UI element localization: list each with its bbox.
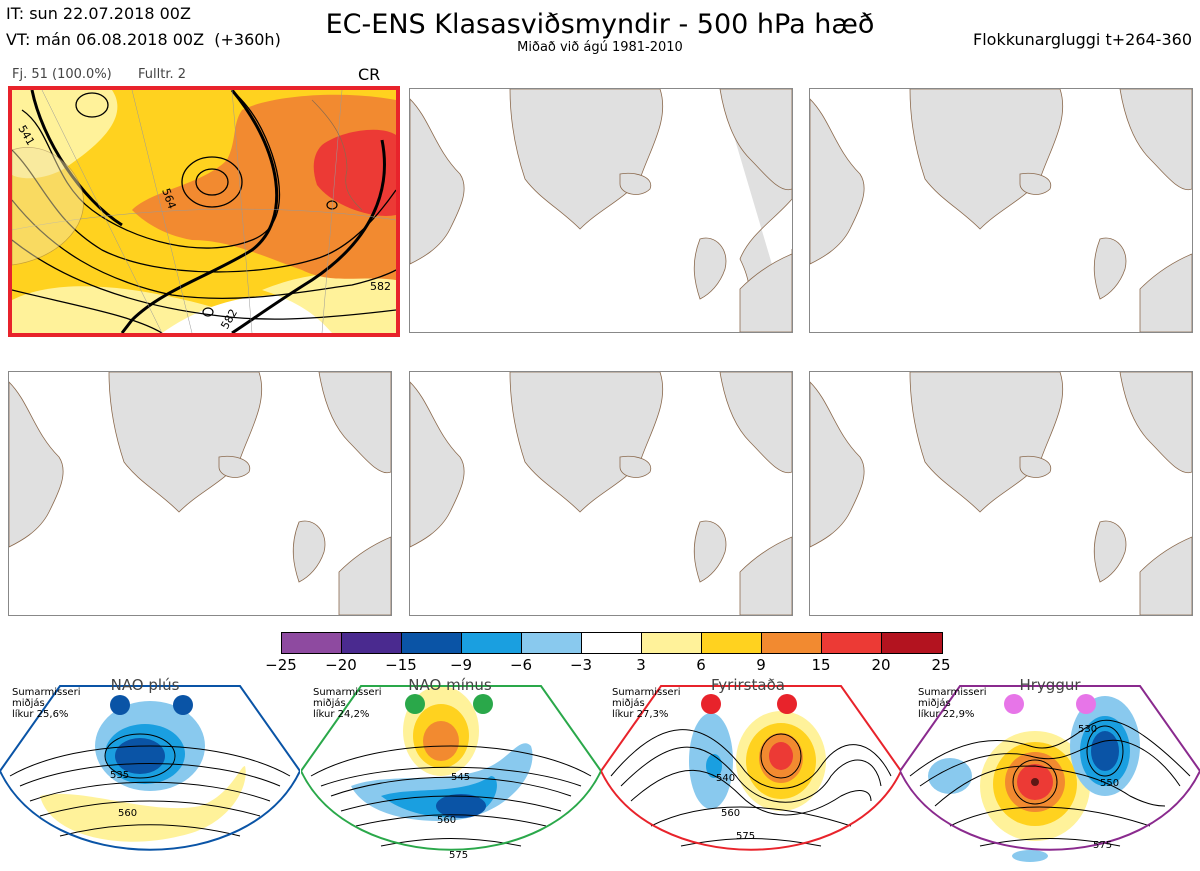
regime-contour-label: 575 — [449, 850, 468, 861]
regime-contour-label: 535 — [110, 770, 129, 781]
colorbar-tick-label: 6 — [696, 656, 706, 674]
regime-note-nao-plus: Sumarmisseri miðjás líkur 25,6% — [12, 687, 81, 720]
anomaly-colorbar — [281, 632, 943, 654]
regime-contour-label: 550 — [1100, 778, 1119, 789]
base-map — [9, 372, 391, 615]
cluster-map-panel-2[interactable] — [409, 88, 793, 333]
colorbar-cell — [642, 633, 702, 653]
cluster-map: 541 564 582 582 — [12, 90, 396, 333]
cluster-map-panel-4[interactable] — [8, 371, 392, 616]
valid-time: VT: mán 06.08.2018 00Z (+360h) — [6, 30, 281, 49]
colorbar-tick-label: 3 — [636, 656, 646, 674]
base-map — [410, 89, 792, 332]
regime-ridge-map: 530 550 575 — [900, 676, 1200, 871]
regime-title-nao-plus: NAO plús — [110, 676, 180, 694]
regime-contour-label: 575 — [736, 831, 755, 842]
regime-title-blocking: Fyrirstaða — [711, 676, 785, 694]
cluster-map-panel-5[interactable] — [409, 371, 793, 616]
colorbar-tick-label: −9 — [449, 656, 473, 674]
colorbar-tick-label: −20 — [325, 656, 357, 674]
cluster-map-panel-6[interactable] — [809, 371, 1193, 616]
colorbar-cell — [882, 633, 942, 653]
cluster-map-panel[interactable]: 541 564 582 582 — [8, 86, 400, 337]
regime-contour-label: 575 — [1093, 840, 1112, 851]
regime-nao-minus-map: 545 560 575 — [301, 676, 601, 871]
colorbar-cell — [702, 633, 762, 653]
regime-title-ridge: Hryggur — [1019, 676, 1081, 694]
colorbar-tick-label: 20 — [871, 656, 891, 674]
colorbar-cell — [762, 633, 822, 653]
contour-label-3: 582 — [370, 280, 391, 293]
cluster-members: Fj. 51 (100.0%) — [12, 67, 112, 82]
regime-contour-label: 545 — [451, 772, 470, 783]
colorbar-cell — [462, 633, 522, 653]
colorbar-tick-label: 9 — [756, 656, 766, 674]
page-subtitle: Miðað við ágú 1981-2010 — [517, 40, 683, 55]
regime-contour-label: 560 — [721, 808, 740, 819]
colorbar-tick-label: −6 — [509, 656, 533, 674]
regime-note-ridge: Sumarmisseri miðjás líkur 22,9% — [918, 687, 987, 720]
colorbar-cell — [282, 633, 342, 653]
base-map — [410, 372, 792, 615]
page-title: EC-ENS Klasasviðsmyndir - 500 hPa hæð — [325, 9, 875, 40]
base-map — [810, 89, 1192, 332]
colorbar-tick-label: 15 — [811, 656, 831, 674]
cluster-representative: Fulltr. 2 — [138, 67, 187, 82]
colorbar-tick-label: 25 — [931, 656, 951, 674]
colorbar-cell — [582, 633, 642, 653]
regime-contour-label: 560 — [437, 815, 456, 826]
regime-contour-label: 540 — [716, 773, 735, 784]
colorbar-tick-label: −25 — [265, 656, 297, 674]
regime-blocking-map: 540 560 575 — [601, 676, 901, 871]
regime-note-blocking: Sumarmisseri miðjás líkur 27,3% — [612, 687, 681, 720]
colorbar-cell — [522, 633, 582, 653]
regime-contour-label: 530 — [1078, 724, 1097, 735]
cluster-map-panel-3[interactable] — [809, 88, 1193, 333]
colorbar-tick-label: −15 — [385, 656, 417, 674]
classification-window: Flokkunargluggi t+264-360 — [973, 30, 1192, 49]
regime-note-nao-minus: Sumarmisseri miðjás líkur 24,2% — [313, 687, 382, 720]
base-map — [810, 372, 1192, 615]
regime-title-nao-minus: NAO mínus — [408, 676, 492, 694]
cluster-regime-code: CR — [358, 65, 381, 84]
initial-time: IT: sun 22.07.2018 00Z — [6, 4, 191, 23]
colorbar-tick-label: −3 — [569, 656, 593, 674]
regime-contour-label: 560 — [118, 808, 137, 819]
colorbar-cell — [402, 633, 462, 653]
colorbar-cell — [822, 633, 882, 653]
colorbar-cell — [342, 633, 402, 653]
regime-nao-plus-map: 535 560 — [0, 676, 300, 871]
